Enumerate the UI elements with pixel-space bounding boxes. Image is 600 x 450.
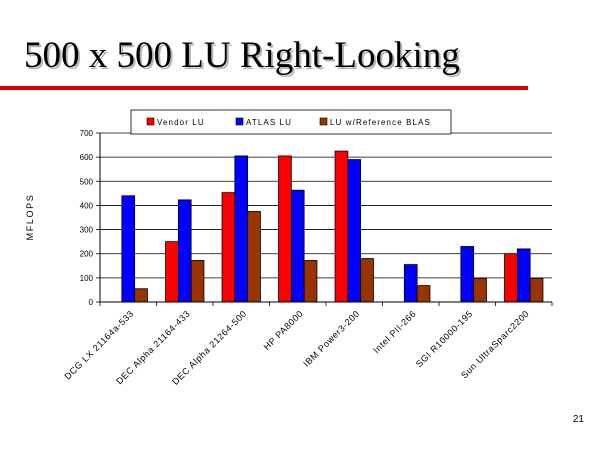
bar-atlas-lu-6 — [460, 246, 475, 303]
legend — [130, 109, 452, 135]
y-tick-label: 200 — [80, 250, 94, 259]
bar-lu-w-reference-blas-2 — [247, 211, 261, 303]
legend-swatch — [235, 117, 244, 126]
bar-lu-w-reference-blas-1 — [190, 260, 205, 303]
y-tick-label: 400 — [80, 201, 94, 210]
bar-lu-w-reference-blas-4 — [360, 258, 374, 303]
legend-swatch — [146, 117, 155, 126]
bar-vendor-lu-2 — [221, 192, 236, 303]
y-axis-label: MFLOPS — [25, 194, 35, 241]
x-tick-label: Intel PII-266 — [371, 308, 418, 355]
bar-vendor-lu-1 — [165, 241, 179, 303]
y-tick-label: 0 — [89, 298, 94, 307]
y-tick-label: 600 — [80, 153, 94, 162]
y-tick-label: 300 — [80, 226, 94, 235]
bar-vendor-lu-3 — [278, 155, 292, 303]
slide-title: 500 x 500 LU Right-Looking — [24, 35, 460, 76]
bar-lu-w-reference-blas-6 — [473, 277, 487, 303]
bar-lu-w-reference-blas-7 — [529, 277, 544, 303]
title-rule — [0, 86, 528, 90]
legend-label: ATLAS LU — [246, 118, 292, 127]
bar-lu-w-reference-blas-3 — [303, 260, 318, 303]
x-tick-label: SGI R10000-195 — [414, 308, 475, 369]
bar-atlas-lu-2 — [234, 155, 249, 303]
bar-atlas-lu-0 — [121, 195, 136, 303]
x-tick-label: IBM Power3-200 — [301, 308, 361, 368]
bar-atlas-lu-1 — [177, 199, 192, 303]
bar-atlas-lu-5 — [403, 264, 418, 303]
legend-label: Vendor LU — [157, 118, 205, 127]
bar-atlas-lu-7 — [516, 248, 531, 303]
bar-vendor-lu-7 — [504, 253, 518, 303]
bar-lu-w-reference-blas-0 — [134, 288, 148, 303]
y-tick-label: 500 — [80, 177, 94, 186]
legend-swatch — [319, 117, 328, 126]
bar-atlas-lu-4 — [347, 159, 362, 303]
page-number: 21 — [572, 414, 584, 425]
legend-label: LU w/Reference BLAS — [330, 118, 431, 127]
bar-atlas-lu-3 — [290, 189, 305, 303]
y-tick-label: 100 — [80, 274, 94, 283]
bar-lu-w-reference-blas-5 — [416, 285, 431, 303]
y-tick-label: 700 — [80, 129, 94, 138]
x-tick-label: HP PA8000 — [262, 308, 306, 352]
bar-vendor-lu-4 — [334, 150, 349, 303]
